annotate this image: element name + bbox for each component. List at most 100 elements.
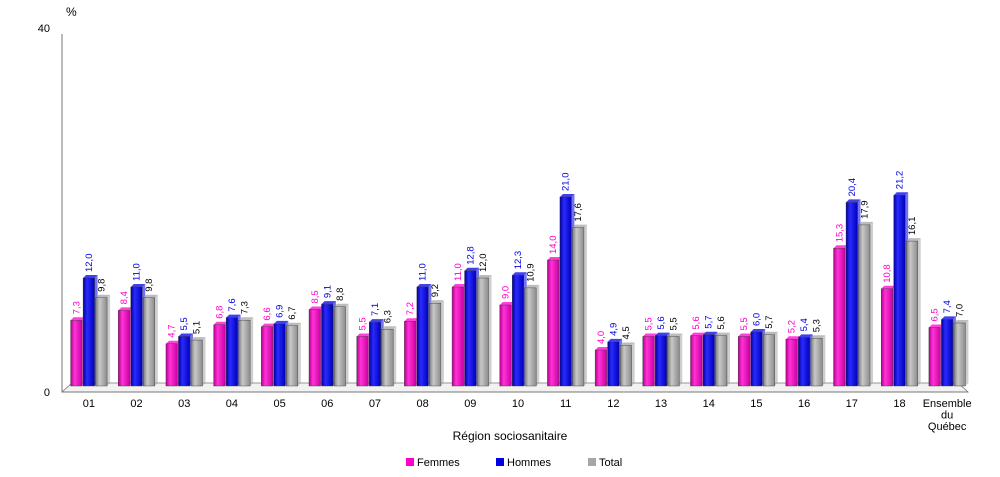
bar-top-face <box>213 321 229 325</box>
bar-top-face <box>642 333 658 337</box>
data-label: 8,5 <box>310 290 321 303</box>
bar-total-14 <box>762 334 775 387</box>
bar-top-face <box>906 238 921 242</box>
data-label: 12,3 <box>513 251 524 270</box>
bar-top-face <box>607 338 623 342</box>
bar-top-face <box>404 318 419 322</box>
bar-total-18 <box>953 322 966 387</box>
data-label: 5,6 <box>656 316 667 329</box>
bar-top-face <box>833 245 849 249</box>
bar-femmes-7 <box>404 321 417 387</box>
legend: Femmes Hommes Total <box>406 457 622 469</box>
bar-top-face <box>928 324 944 328</box>
bar-top-face <box>785 336 801 340</box>
bar-femmes-10 <box>547 259 560 387</box>
bar-femmes-13 <box>690 335 703 387</box>
bar-top-face <box>190 337 206 341</box>
data-label: 6,6 <box>262 307 273 320</box>
legend-swatch-total <box>588 458 596 466</box>
bar-side-face <box>870 221 874 386</box>
bar-hommes-11 <box>607 341 620 387</box>
bar-side-face <box>107 294 111 386</box>
data-label: 21,2 <box>894 171 905 190</box>
bar-top-face <box>572 224 587 228</box>
data-label: 6,7 <box>287 306 298 319</box>
bar-top-face <box>381 326 397 330</box>
data-label: 7,6 <box>227 298 238 311</box>
bar-total-11 <box>619 345 632 387</box>
bar-top-face <box>524 284 540 288</box>
bar-top-face <box>763 331 778 335</box>
x-tick-label: 17 <box>846 398 858 410</box>
x-tick-label: 05 <box>273 398 285 410</box>
data-label: 5,5 <box>179 317 190 330</box>
data-label: 11,0 <box>453 263 464 281</box>
data-label: 17,6 <box>573 203 584 222</box>
data-label: 21,0 <box>561 173 572 192</box>
bar-hommes-1 <box>130 286 143 387</box>
data-label: 11,0 <box>132 263 143 281</box>
bar-top-face <box>655 332 670 336</box>
bars-group: 7,312,09,88,411,09,84,75,5 5,16,87,6 7,3 6,… <box>70 171 969 387</box>
bar-total-10 <box>572 227 585 387</box>
bar-top-face <box>750 329 766 332</box>
x-tick-label: 04 <box>226 398 238 410</box>
data-label: 11,0 <box>418 263 429 281</box>
legend-label-total: Total <box>599 457 622 469</box>
data-label: 4,5 <box>621 326 632 339</box>
bar-total-12 <box>667 336 680 387</box>
bar-hommes-5 <box>321 303 334 387</box>
bar-top-face <box>321 301 337 305</box>
bar-top-face <box>178 333 193 337</box>
x-tick-label: 07 <box>369 398 381 410</box>
bar-hommes-3 <box>225 317 238 387</box>
bar-top-face <box>512 272 527 276</box>
data-label: 6,8 <box>214 306 225 319</box>
bar-side-face <box>726 332 730 386</box>
x-tick-label: 10 <box>512 398 524 410</box>
bar-side-face <box>297 322 301 386</box>
data-label: 10,9 <box>526 263 537 282</box>
bar-femmes-15 <box>785 339 798 387</box>
bar-total-17 <box>906 240 918 387</box>
bar-hommes-16 <box>845 202 858 387</box>
data-label: 7,0 <box>955 304 966 317</box>
bar-side-face <box>583 224 587 386</box>
bar-femmes-0 <box>70 320 83 387</box>
bar-side-face <box>250 317 254 386</box>
x-tick-label: 08 <box>417 398 429 410</box>
bar-hommes-14 <box>750 331 763 387</box>
bar-femmes-16 <box>833 248 846 387</box>
y-tick-label-max: 40 <box>38 23 50 35</box>
data-label: 4,0 <box>596 331 607 344</box>
bar-top-face <box>165 340 181 344</box>
data-label: 16,1 <box>907 217 918 236</box>
data-label: 9,8 <box>144 279 155 292</box>
bar-hommes-6 <box>368 321 381 387</box>
bar-top-face <box>667 333 683 337</box>
x-tick-label: 14 <box>703 398 715 410</box>
bar-femmes-5 <box>308 309 321 387</box>
bar-hommes-2 <box>178 336 191 387</box>
data-label: 7,4 <box>942 300 953 313</box>
data-label: 5,5 <box>669 317 680 330</box>
bar-hommes-7 <box>416 286 429 387</box>
data-label: 10,8 <box>882 264 893 283</box>
bar-total-16 <box>858 224 871 387</box>
bar-top-face <box>273 320 289 324</box>
x-tick-label: 01 <box>83 398 95 410</box>
bar-femmes-2 <box>165 343 178 387</box>
data-label: 9,2 <box>430 284 441 297</box>
bar-top-face <box>70 317 86 321</box>
data-label: 7,1 <box>370 303 381 316</box>
bar-femmes-11 <box>594 349 607 387</box>
bar-top-face <box>130 284 146 287</box>
bar-femmes-6 <box>356 336 369 387</box>
x-tick-label: 11 <box>560 398 571 410</box>
bar-side-face <box>822 335 826 386</box>
bar-femmes-3 <box>213 324 226 387</box>
data-label: 5,6 <box>716 316 727 329</box>
legend-swatch-hommes <box>496 458 504 466</box>
bar-total-3 <box>238 320 251 387</box>
bar-top-face <box>702 331 718 335</box>
